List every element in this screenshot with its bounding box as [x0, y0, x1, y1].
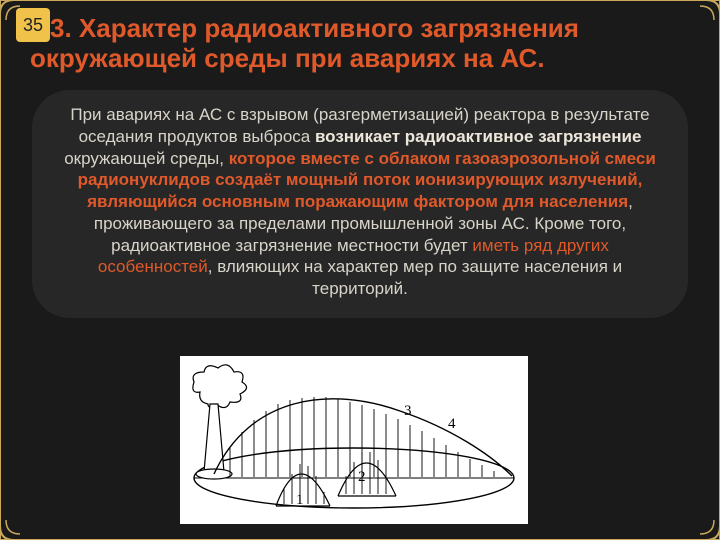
body-seg-bold: возникает радиоактивное загрязнение [315, 127, 641, 146]
contamination-diagram: 1 2 3 4 [180, 356, 528, 524]
diagram-label-3: 3 [404, 403, 412, 420]
body-seg: окружающей среды, [64, 149, 229, 168]
title-line1: 3. Характер радиоактивного загрязнения [50, 13, 579, 43]
title-dot: . [537, 43, 544, 73]
body-text-panel: При авариях на АС с взрывом (разгерметиз… [32, 90, 688, 318]
diagram-label-2: 2 [358, 469, 366, 486]
title-line2: окружающей среды при авариях на АС [30, 43, 537, 73]
diagram-label-1: 1 [296, 492, 304, 509]
slide-title: 3. Характер радиоактивного загрязнения о… [30, 14, 702, 74]
diagram-svg [180, 356, 528, 524]
corner-ornament [0, 498, 42, 540]
body-seg: , влияющих на характер мер по защите нас… [208, 257, 622, 298]
diagram-label-4: 4 [448, 416, 456, 433]
corner-ornament [678, 498, 720, 540]
